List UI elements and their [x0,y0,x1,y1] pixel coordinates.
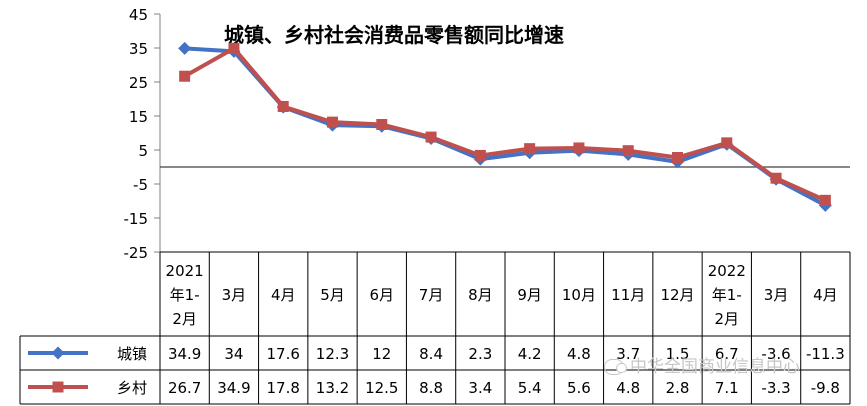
chart-title: 城镇、乡村社会消费品零售额同比增速 [224,23,564,47]
data-point [179,70,191,82]
data-point [474,149,486,161]
data-cell: 12.5 [365,379,398,397]
data-cell: 5.4 [518,379,542,397]
y-tick-label: 45 [129,6,148,24]
category-label: 7月 [419,286,444,304]
data-cell: 4.8 [616,379,640,397]
data-cell: -11.3 [806,345,845,363]
category-label: 9月 [517,286,542,304]
category-label: 12月 [660,286,694,304]
category-label: 4月 [813,286,838,304]
data-cell: 17.6 [267,345,300,363]
category-label: 11月 [611,286,645,304]
data-point [376,119,388,130]
y-tick-label: 5 [138,142,148,160]
wechat-icon [604,359,627,375]
data-point [228,42,240,54]
axis-layer: 45 35 25 15 5 -5 -15 -25 [124,6,850,262]
data-cell: 2.8 [666,379,690,397]
data-cell: 3.4 [468,379,492,397]
legend-label: 城镇 [117,345,147,363]
category-label: 6月 [370,286,395,304]
data-point [573,142,585,154]
y-tick-label: 15 [129,108,148,126]
y-tick-label: -5 [133,176,148,194]
category-label: 8月 [468,286,493,304]
data-cell: 17.8 [267,379,300,397]
data-point [327,116,338,128]
data-point [622,145,634,157]
data-cell: 13.2 [316,379,349,397]
data-cell: 8.8 [419,379,443,397]
y-tick-label: -15 [124,210,149,228]
watermark: 中华全国商业信息中心 [604,352,800,377]
data-table: 2021 年1-2月 3月 4月 5月 6月 7月 8月 9月 10月 11月 12月 2022 年1-2… [19,251,851,405]
data-cell: 4.2 [518,345,542,363]
data-cell: 12.3 [316,345,349,363]
data-cell: 4.8 [567,345,591,363]
data-point [524,143,536,155]
data-cell: 12 [372,345,391,363]
data-cell: 5.6 [567,379,591,397]
category-label: 10月 [562,286,596,304]
legend-key-marker [51,346,65,360]
data-cell: 6.7 [715,345,739,363]
category-label: 4月 [271,286,296,304]
watermark-text: 中华全国商业信息中心 [630,357,800,377]
data-cell: 2.3 [468,345,492,363]
data-point [721,137,733,149]
data-point [425,131,437,143]
data-point [770,172,782,184]
data-point [672,151,683,163]
data-cell: 1.5 [666,345,690,363]
data-point [178,41,192,55]
data-cell: 34.9 [217,379,250,397]
data-cell: -9.8 [811,379,840,397]
category-label: 3月 [764,286,789,304]
y-tick-label: 25 [129,74,148,92]
data-cell: 7.1 [715,379,739,397]
series-layer [178,41,832,212]
series-line [183,46,827,203]
category-label: 2022 年1-2月 [708,262,746,328]
data-cell: -3.6 [761,345,790,363]
data-point [819,194,831,206]
data-cell: 8.4 [419,345,443,363]
data-point [277,100,289,112]
category-label: 2021 年1-2月 [166,262,204,328]
legend-label: 乡村 [117,379,147,397]
category-label: 3月 [222,286,247,304]
data-cell: 34 [224,345,243,363]
category-label: 5月 [320,286,345,304]
data-cell: 34.9 [168,345,201,363]
data-cell: 26.7 [168,379,201,397]
data-cell: 3.7 [616,345,640,363]
y-tick-label: 35 [129,40,148,58]
y-tick-label: -25 [124,244,149,262]
data-cell: -3.3 [761,379,790,397]
legend-key-marker [52,381,64,393]
